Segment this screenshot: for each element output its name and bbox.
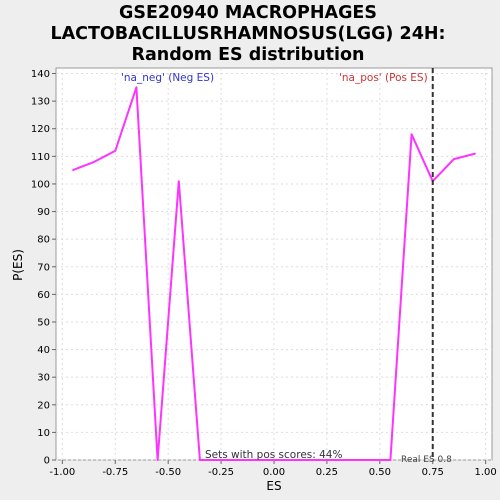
y-tick-label: 140 [31,69,50,80]
data-point [199,459,201,461]
data-point [114,150,117,152]
y-tick-label: 90 [37,207,50,218]
pos-es-label: 'na_pos' (Pos ES) [339,72,428,84]
x-tick-label: -0.50 [155,467,181,478]
y-tick-label: 20 [37,400,50,411]
data-point [135,86,138,89]
y-tick-label: 30 [37,373,50,384]
pos-scores-footer: Sets with pos scores: 44% [205,449,342,461]
x-tick-label: 0.75 [422,467,444,478]
chart-title-line-2: LACTOBACILLUSRHAMNOSUS(LGG) 24H: [50,24,445,44]
x-tick-label: 0.50 [369,467,391,478]
data-point [241,459,244,461]
data-point [474,152,476,155]
data-point [410,133,413,136]
x-axis-label: ES [266,479,281,493]
y-tick-label: 50 [37,317,50,328]
y-tick-label: 0 [44,456,50,467]
axes: 0 10 20 30 40 50 60 70 80 90 100 110 120 130 140 -1.00 -… [31,69,497,478]
data-point [283,459,286,461]
y-tick-label: 60 [37,290,50,301]
y-axis-label: P(ES) [11,249,25,281]
data-point [389,459,392,461]
x-tick-label: 0.25 [316,467,338,478]
y-tick-label: 120 [31,124,50,135]
data-point [347,459,349,461]
y-tick-label: 100 [31,179,50,190]
data-point [72,169,74,171]
data-point [93,161,95,163]
data-point [177,180,180,182]
grid [56,68,492,461]
es-distribution-line [72,86,476,461]
x-tick-label: 0.00 [263,467,285,478]
x-tick-label: -0.75 [102,467,128,478]
chart-title-line-3: Random ES distribution [131,45,364,65]
y-tick-label: 110 [31,152,50,163]
data-point [220,459,222,461]
data-point [368,459,371,461]
real-es-label: Real ES 0.8 [401,455,452,465]
chart-title: GSE20940 MACROPHAGES LACTOBACILLUSRHAMNO… [50,3,445,65]
data-point [304,459,307,461]
x-tick-label: 1.00 [475,467,497,478]
x-tick-label: -0.25 [208,467,234,478]
data-point [262,459,265,461]
series-layer [72,86,476,461]
chart-title-line-1: GSE20940 MACROPHAGES [119,3,377,23]
data-point [156,459,159,461]
y-tick-label: 10 [37,428,50,439]
y-tick-label: 80 [37,235,50,246]
y-tick-label: 70 [37,262,50,273]
data-point [326,459,328,461]
y-tick-label: 40 [37,345,50,356]
neg-es-label: 'na_neg' (Neg ES) [121,72,214,84]
data-point [453,158,455,160]
x-tick-label: -1.00 [49,467,75,478]
y-tick-label: 130 [31,97,50,108]
